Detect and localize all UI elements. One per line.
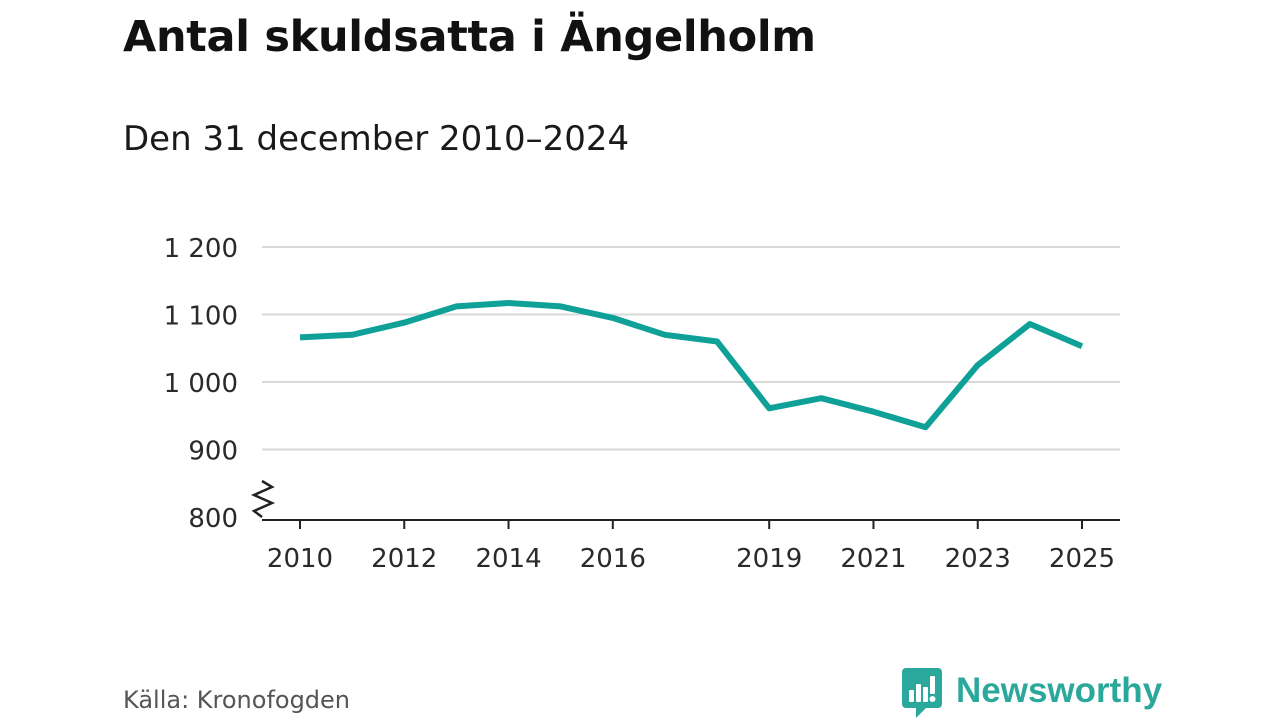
x-tick-label: 2025 xyxy=(1049,544,1115,574)
axis-break-icon xyxy=(250,479,276,518)
x-tick-label: 2019 xyxy=(736,544,802,574)
y-tick-label: 800 xyxy=(188,504,238,534)
x-tick-label: 2023 xyxy=(945,544,1011,574)
series-line xyxy=(299,300,1084,431)
x-tick-label: 2010 xyxy=(267,544,333,574)
y-tick-label: 900 xyxy=(188,437,238,467)
brand-name: Newsworthy xyxy=(956,671,1163,710)
series-layer xyxy=(299,300,1084,431)
y-axis-labels: 800 900 1 000 1 100 1 200 xyxy=(164,234,238,534)
newsworthy-logo-icon xyxy=(902,668,942,718)
x-axis-labels: 2010 2012 2014 2016 2019 2021 2023 2025 xyxy=(267,544,1115,574)
y-tick-label: 1 000 xyxy=(164,369,238,399)
y-tick-label: 1 100 xyxy=(164,302,238,332)
source-note: Källa: Kronofogden xyxy=(123,686,351,714)
gridlines xyxy=(262,246,1120,451)
y-tick-label: 1 200 xyxy=(164,234,238,264)
x-tick-label: 2014 xyxy=(475,544,541,574)
x-tick-label: 2012 xyxy=(371,544,437,574)
x-axis xyxy=(250,479,1120,529)
chart-title: Antal skuldsatta i Ängelholm xyxy=(123,12,816,62)
chart-subtitle: Den 31 december 2010–2024 xyxy=(123,119,630,159)
x-tick-label: 2021 xyxy=(840,544,906,574)
x-tick-label: 2016 xyxy=(580,544,646,574)
brand: Newsworthy xyxy=(902,668,1162,718)
